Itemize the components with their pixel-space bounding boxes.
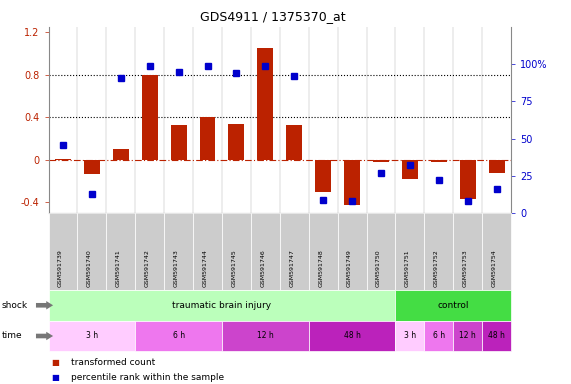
Bar (258, 48, 274, 160)
Text: GSM591740: GSM591740 (87, 249, 92, 287)
Text: GSM591744: GSM591744 (203, 249, 207, 287)
Text: ■: ■ (51, 358, 59, 367)
Text: GSM591748: GSM591748 (318, 249, 323, 287)
Bar (489, 160, 505, 173)
Text: GSM591745: GSM591745 (231, 249, 236, 287)
Text: GSM591742: GSM591742 (144, 249, 150, 287)
Text: control: control (437, 301, 469, 310)
Text: 6 h: 6 h (433, 331, 445, 341)
Bar (344, 160, 360, 205)
Text: percentile rank within the sample: percentile rank within the sample (71, 372, 224, 382)
Text: 3 h: 3 h (404, 331, 416, 341)
Text: GSM591743: GSM591743 (174, 249, 179, 287)
Bar (228, 124, 244, 160)
Bar (402, 160, 418, 179)
Text: GSM591753: GSM591753 (463, 249, 468, 287)
Bar (315, 160, 331, 192)
Bar (431, 160, 447, 162)
Bar (286, 125, 302, 160)
Text: 12 h: 12 h (459, 331, 476, 341)
Text: 48 h: 48 h (344, 331, 360, 341)
Text: transformed count: transformed count (71, 358, 156, 367)
Text: 6 h: 6 h (172, 331, 184, 341)
Text: GSM591752: GSM591752 (434, 249, 439, 287)
Text: GSM591749: GSM591749 (347, 249, 352, 287)
Text: traumatic brain injury: traumatic brain injury (172, 301, 272, 310)
Text: 3 h: 3 h (86, 331, 98, 341)
Bar (200, 118, 215, 160)
Bar (55, 159, 71, 160)
Text: GDS4911 / 1375370_at: GDS4911 / 1375370_at (200, 10, 345, 23)
Text: ■: ■ (51, 372, 59, 382)
Text: 48 h: 48 h (488, 331, 505, 341)
Text: 12 h: 12 h (257, 331, 274, 341)
Bar (171, 125, 187, 160)
Bar (373, 160, 389, 162)
Text: GSM591747: GSM591747 (289, 249, 294, 287)
Text: GSM591741: GSM591741 (116, 249, 121, 287)
Text: GSM591739: GSM591739 (58, 249, 63, 287)
Text: GSM591754: GSM591754 (492, 249, 497, 287)
Text: shock: shock (2, 301, 28, 310)
Bar (142, 75, 158, 160)
Bar (113, 149, 128, 160)
Text: GSM591746: GSM591746 (260, 249, 266, 287)
Text: GSM591750: GSM591750 (376, 249, 381, 287)
Bar (84, 160, 100, 174)
Bar (460, 160, 476, 199)
Text: GSM591751: GSM591751 (405, 249, 410, 287)
Text: time: time (2, 331, 22, 341)
